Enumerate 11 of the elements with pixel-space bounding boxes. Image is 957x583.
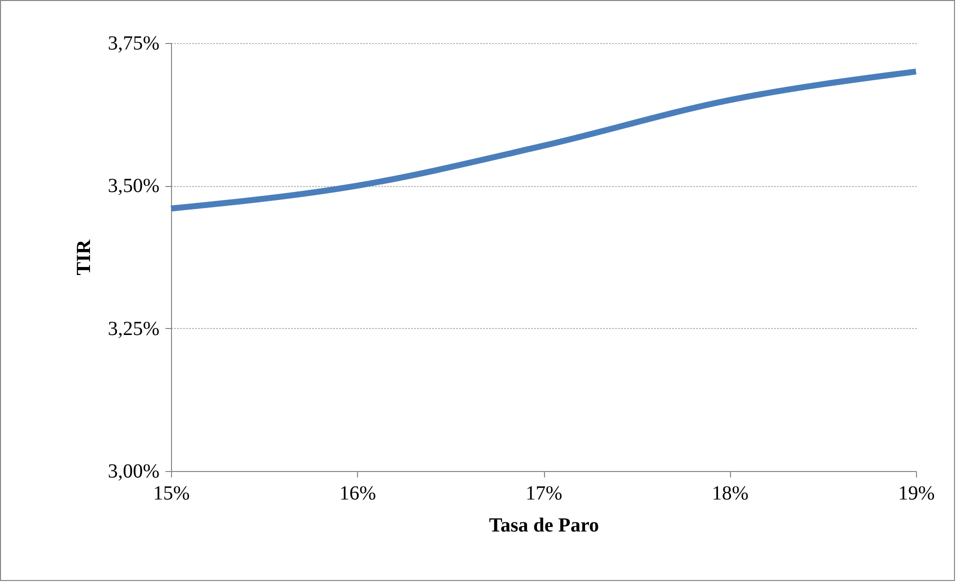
x-tick-label: 18% [712, 482, 749, 504]
x-tick-label: 19% [898, 482, 935, 504]
y-tick-label: 3,00% [108, 460, 160, 482]
x-tick-label: 15% [153, 482, 190, 504]
y-tick-label: 3,25% [108, 318, 160, 340]
y-tick-label: 3,50% [108, 175, 160, 198]
x-tick-label: 17% [526, 482, 562, 504]
x-tick-label: 16% [339, 482, 376, 504]
y-tick-label: 3,75% [108, 32, 160, 54]
y-axis-title: TIR [72, 239, 95, 276]
x-axis-title: Tasa de Paro [488, 514, 600, 536]
